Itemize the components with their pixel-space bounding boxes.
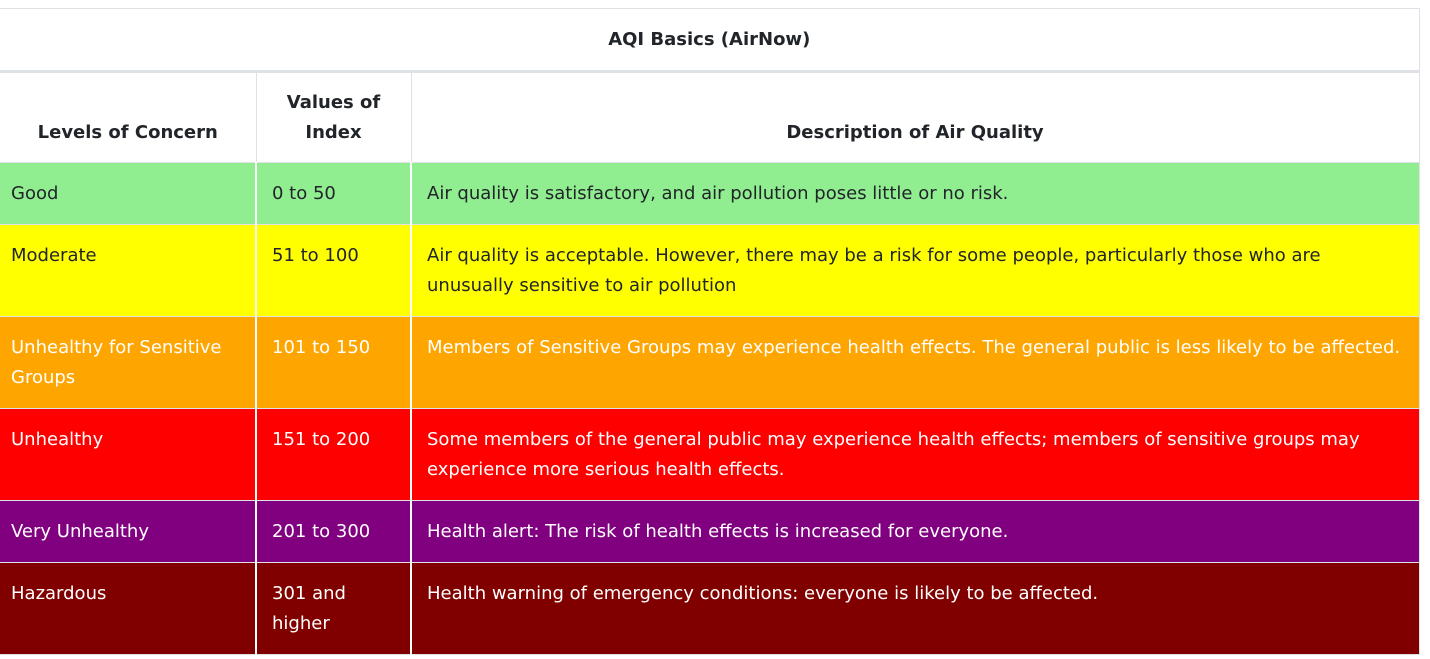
values-cell: 0 to 50 (256, 162, 412, 225)
description-cell: Health alert: The risk of health effects… (411, 500, 1420, 563)
description-cell: Health warning of emergency conditions: … (411, 562, 1420, 655)
values-cell: 201 to 300 (256, 500, 412, 563)
aqi-table-container: AQI Basics (AirNow) Levels of Concern Va… (0, 8, 1420, 655)
table-row-good: Good 0 to 50 Air quality is satisfactory… (0, 162, 1420, 225)
description-cell: Air quality is acceptable. However, ther… (411, 224, 1420, 317)
level-cell: Hazardous (0, 562, 257, 655)
description-cell: Members of Sensitive Groups may experien… (411, 316, 1420, 409)
header-values-of-index: Values of Index (256, 71, 412, 163)
header-description: Description of Air Quality (411, 71, 1420, 163)
description-cell: Air quality is satisfactory, and air pol… (411, 162, 1420, 225)
table-row-very-unhealthy: Very Unhealthy 201 to 300 Health alert: … (0, 500, 1420, 563)
table-row-moderate: Moderate 51 to 100 Air quality is accept… (0, 224, 1420, 317)
table-caption-row: AQI Basics (AirNow) (0, 8, 1420, 73)
table-row-hazardous: Hazardous 301 and higher Health warning … (0, 562, 1420, 655)
table-row-unhealthy: Unhealthy 151 to 200 Some members of the… (0, 408, 1420, 501)
table-row-unhealthy-sensitive: Unhealthy for Sensitive Groups 101 to 15… (0, 316, 1420, 409)
values-cell: 151 to 200 (256, 408, 412, 501)
level-cell: Very Unhealthy (0, 500, 257, 563)
level-cell: Moderate (0, 224, 257, 317)
table-caption: AQI Basics (AirNow) (0, 8, 1420, 73)
level-cell: Good (0, 162, 257, 225)
level-cell: Unhealthy for Sensitive Groups (0, 316, 257, 409)
description-cell: Some members of the general public may e… (411, 408, 1420, 501)
level-cell: Unhealthy (0, 408, 257, 501)
aqi-table: AQI Basics (AirNow) Levels of Concern Va… (0, 8, 1420, 655)
header-levels-of-concern: Levels of Concern (0, 71, 257, 163)
values-cell: 51 to 100 (256, 224, 412, 317)
table-header-row: Levels of Concern Values of Index Descri… (0, 71, 1420, 163)
values-cell: 101 to 150 (256, 316, 412, 409)
values-cell: 301 and higher (256, 562, 412, 655)
